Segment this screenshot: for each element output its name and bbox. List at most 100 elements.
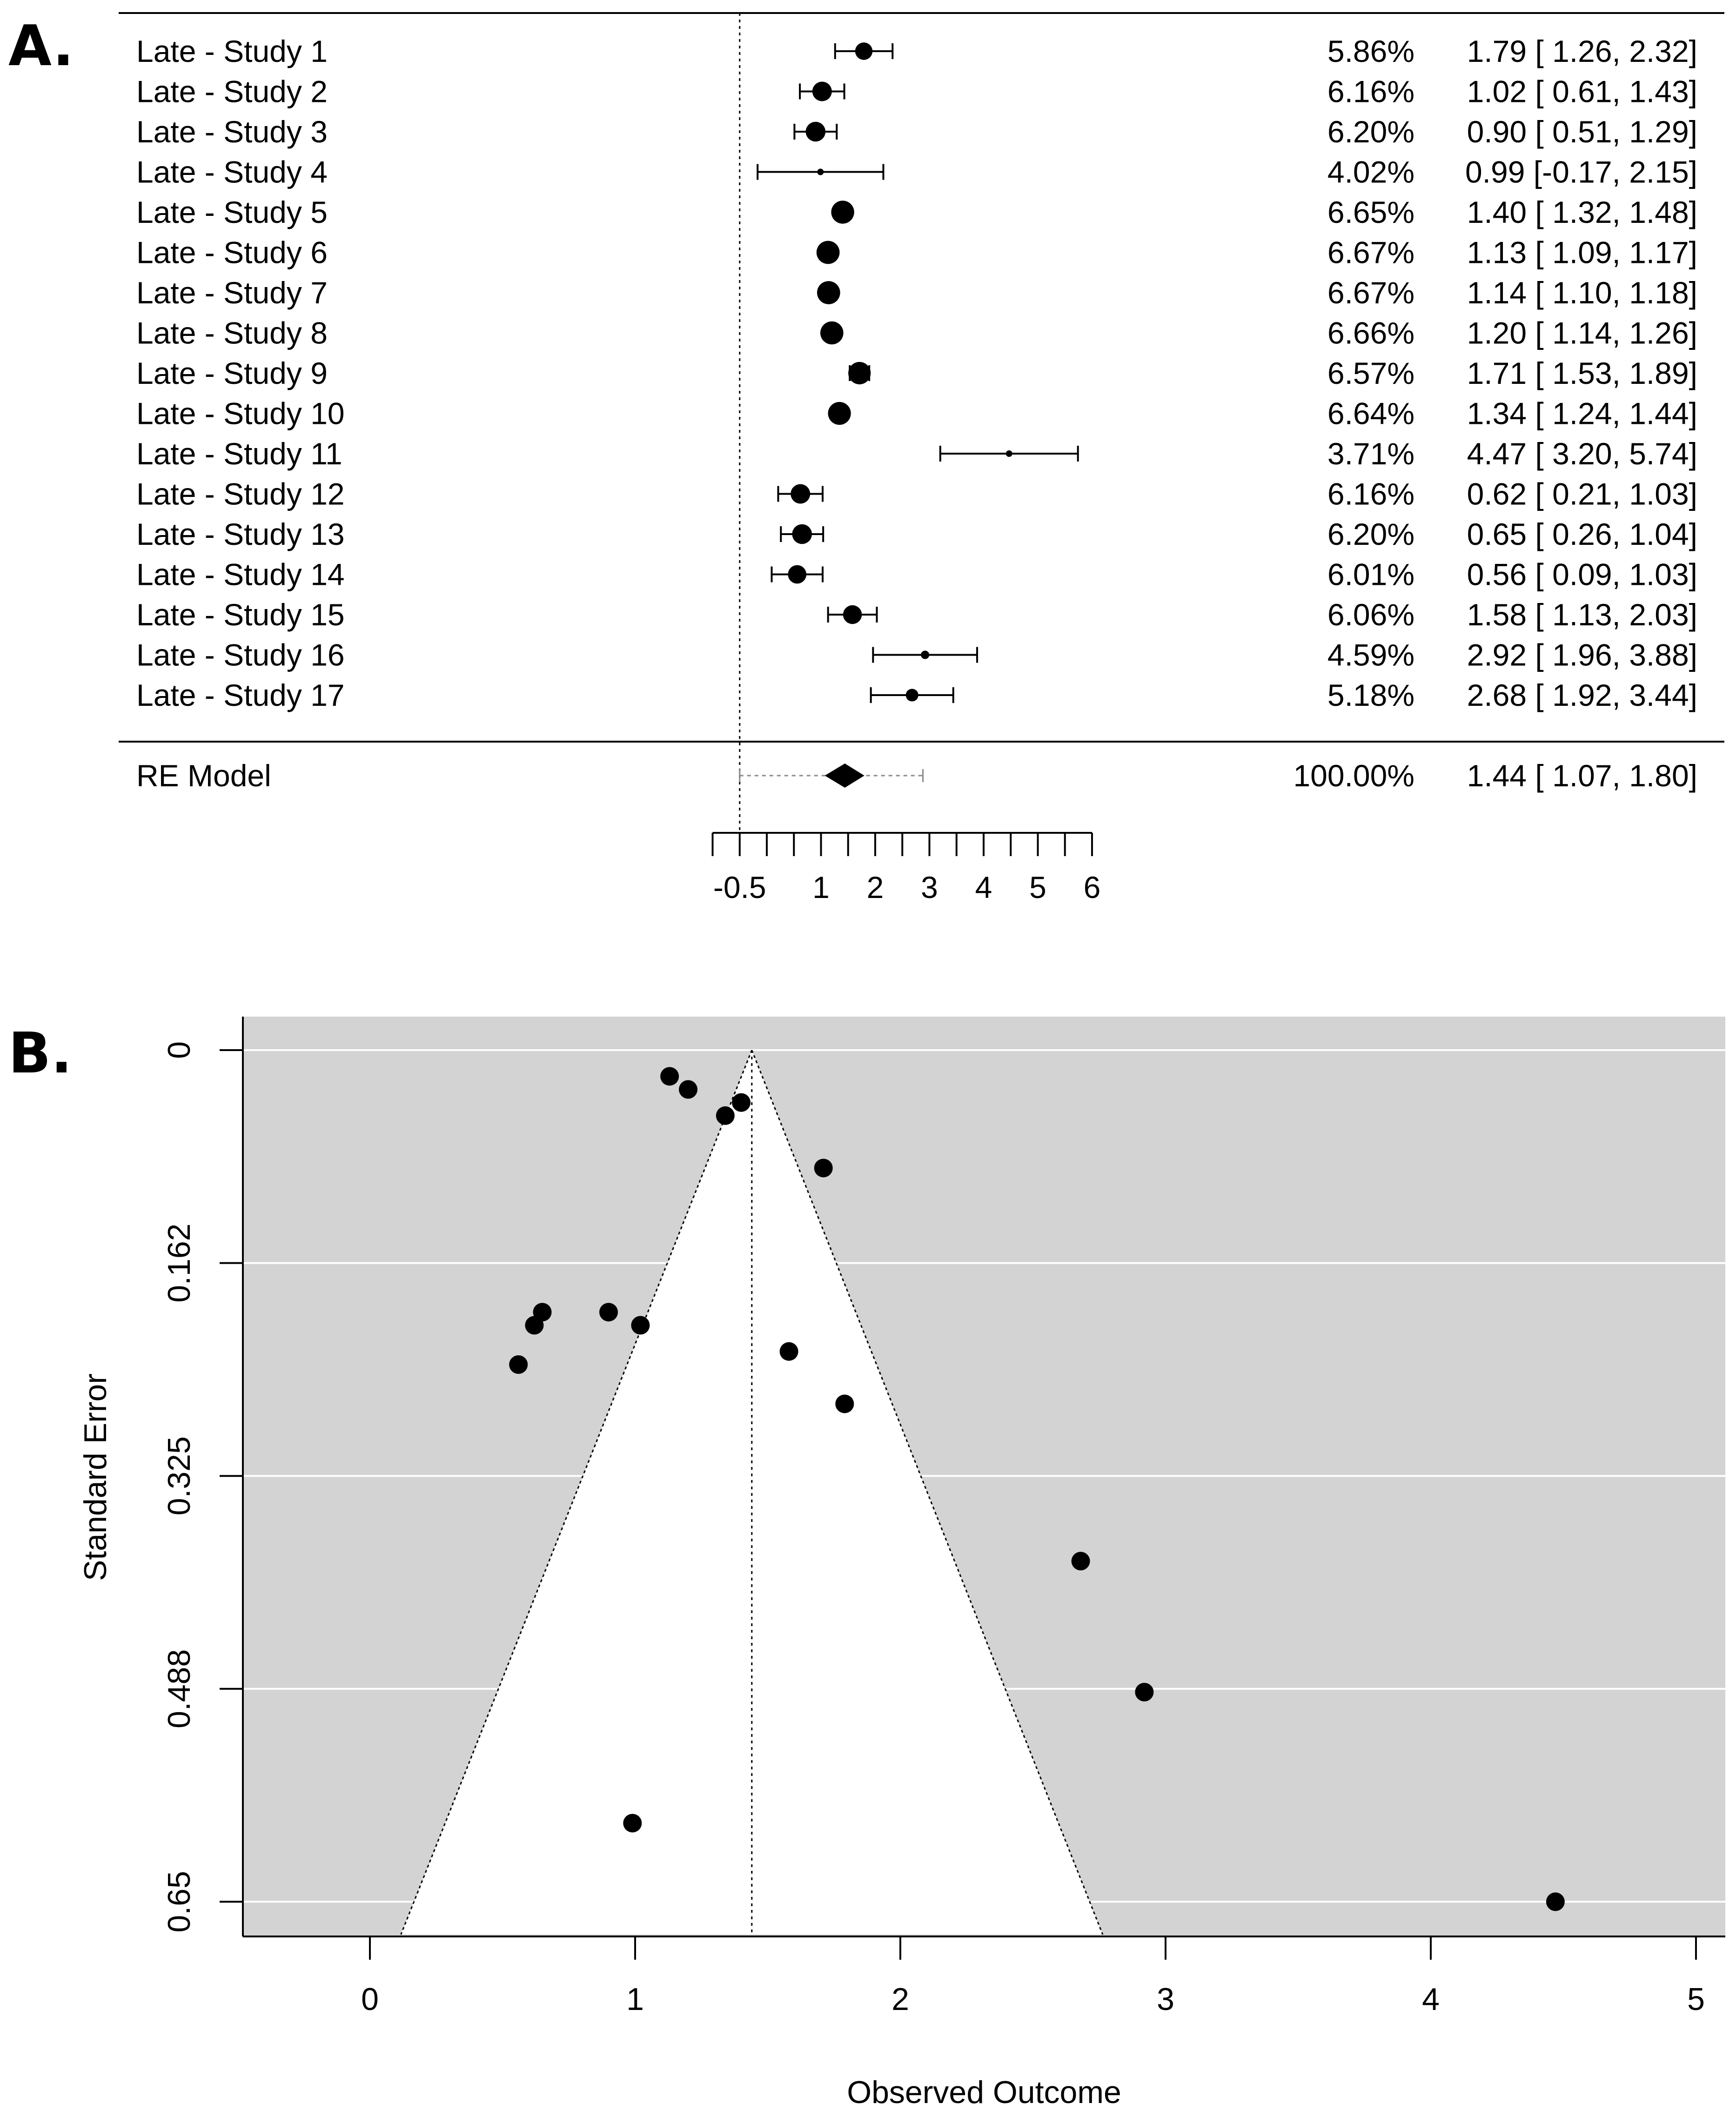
forest-estimate-ci: 0.62 [ 0.21, 1.03] bbox=[1467, 477, 1697, 511]
forest-rows: Late - Study 1 5.86% 1.79 [ 1.26, 2.32]Lat… bbox=[136, 34, 1697, 712]
forest-row: Late - Study 10 6.64% 1.34 [ 1.24, 1.44] bbox=[136, 396, 1697, 431]
funnel-point bbox=[679, 1080, 697, 1099]
forest-summary-ci: 1.44 [ 1.07, 1.80] bbox=[1467, 758, 1697, 793]
forest-study-label: Late - Study 9 bbox=[136, 356, 328, 390]
funnel-point bbox=[631, 1316, 650, 1335]
forest-summary-weight: 100.00% bbox=[1293, 758, 1414, 793]
forest-weight: 6.20% bbox=[1327, 114, 1414, 149]
forest-study-label: Late - Study 2 bbox=[136, 74, 328, 109]
forest-row: Late - Study 7 6.67% 1.14 [ 1.10, 1.18] bbox=[136, 275, 1697, 310]
funnel-point bbox=[599, 1303, 618, 1322]
funnel-x-axis-title: Observed Outcome bbox=[847, 2075, 1121, 2110]
forest-x-tick-label: -0.5 bbox=[713, 870, 766, 904]
forest-estimate-ci: 1.58 [ 1.13, 2.03] bbox=[1467, 597, 1697, 632]
forest-weight: 4.02% bbox=[1327, 155, 1414, 189]
funnel-x-tick-label: 3 bbox=[1157, 1982, 1174, 2017]
forest-point-estimate bbox=[820, 321, 844, 345]
funnel-point bbox=[1546, 1892, 1565, 1911]
funnel-points bbox=[509, 1067, 1565, 1911]
funnel-right-boundary bbox=[751, 1050, 1104, 1935]
funnel-y-tick-label: 0.65 bbox=[161, 1871, 197, 1932]
funnel-plot: B. 0 1 2 3 4 5 0 0.162 0.325 0.488 0.65 Observed O… bbox=[8, 1017, 1725, 2110]
funnel-point bbox=[1135, 1682, 1154, 1701]
forest-point-estimate bbox=[791, 484, 811, 504]
funnel-region bbox=[400, 1050, 1104, 1935]
forest-study-label: Late - Study 5 bbox=[136, 195, 328, 229]
funnel-left-boundary bbox=[400, 1050, 753, 1935]
forest-row: Late - Study 3 6.20% 0.90 [ 0.51, 1.29] bbox=[136, 114, 1697, 149]
funnel-x-tick-label: 4 bbox=[1422, 1982, 1440, 2017]
forest-study-label: Late - Study 15 bbox=[136, 597, 345, 632]
funnel-point bbox=[732, 1093, 751, 1112]
forest-weight: 6.65% bbox=[1327, 195, 1414, 229]
funnel-point bbox=[779, 1342, 798, 1361]
forest-weight: 6.67% bbox=[1327, 275, 1414, 310]
forest-study-label: Late - Study 17 bbox=[136, 678, 345, 712]
forest-point-estimate bbox=[788, 565, 807, 584]
forest-estimate-ci: 1.02 [ 0.61, 1.43] bbox=[1467, 74, 1697, 109]
forest-row: Late - Study 2 6.16% 1.02 [ 0.61, 1.43] bbox=[136, 74, 1697, 109]
forest-row: Late - Study 8 6.66% 1.20 [ 1.14, 1.26] bbox=[136, 316, 1697, 350]
forest-study-label: Late - Study 11 bbox=[136, 436, 342, 471]
funnel-x-tick-label: 2 bbox=[891, 1982, 909, 2017]
forest-estimate-ci: 0.56 [ 0.09, 1.03] bbox=[1467, 557, 1697, 592]
forest-x-tick-label: 5 bbox=[1029, 870, 1046, 904]
funnel-y-axis-title: Standard Error bbox=[78, 1373, 113, 1581]
funnel-point bbox=[509, 1355, 528, 1374]
forest-summary-diamond bbox=[824, 764, 865, 788]
forest-weight: 6.16% bbox=[1327, 477, 1414, 511]
forest-weight: 6.64% bbox=[1327, 396, 1414, 431]
forest-study-label: Late - Study 14 bbox=[136, 557, 345, 592]
forest-estimate-ci: 0.90 [ 0.51, 1.29] bbox=[1467, 114, 1697, 149]
forest-x-tick-label: 3 bbox=[921, 870, 938, 904]
funnel-point bbox=[623, 1814, 642, 1833]
funnel-point bbox=[660, 1067, 679, 1086]
forest-row: Late - Study 16 4.59% 2.92 [ 1.96, 3.88] bbox=[136, 638, 1697, 672]
panel-label-b: B. bbox=[8, 1021, 72, 1086]
forest-estimate-ci: 0.99 [-0.17, 2.15] bbox=[1465, 155, 1697, 189]
forest-study-label: Late - Study 1 bbox=[136, 34, 328, 68]
forest-row: Late - Study 14 6.01% 0.56 [ 0.09, 1.03] bbox=[136, 557, 1697, 592]
funnel-y-tick-label: 0.488 bbox=[161, 1649, 197, 1728]
forest-estimate-ci: 1.14 [ 1.10, 1.18] bbox=[1467, 275, 1697, 310]
forest-weight: 4.59% bbox=[1327, 638, 1414, 672]
forest-summary-row: RE Model 100.00% 1.44 [ 1.07, 1.80] bbox=[136, 758, 1697, 793]
forest-weight: 6.16% bbox=[1327, 74, 1414, 109]
forest-weight: 5.86% bbox=[1327, 34, 1414, 68]
forest-study-label: Late - Study 12 bbox=[136, 477, 345, 511]
funnel-y-tick-label: 0.325 bbox=[161, 1436, 197, 1515]
forest-weight: 6.06% bbox=[1327, 597, 1414, 632]
forest-study-label: Late - Study 10 bbox=[136, 396, 345, 431]
forest-point-estimate bbox=[805, 121, 826, 142]
forest-study-label: Late - Study 16 bbox=[136, 638, 345, 672]
forest-row: Late - Study 12 6.16% 0.62 [ 0.21, 1.03] bbox=[136, 477, 1697, 511]
forest-plot: A. Late - Study 1 5.86% 1.79 [ 1.26, 2.32]… bbox=[8, 12, 1724, 904]
forest-study-label: Late - Study 3 bbox=[136, 114, 328, 149]
forest-point-estimate bbox=[812, 81, 832, 101]
forest-study-label: Late - Study 7 bbox=[136, 275, 328, 310]
forest-study-label: Late - Study 4 bbox=[136, 155, 328, 189]
forest-point-estimate bbox=[816, 241, 840, 264]
forest-weight: 6.01% bbox=[1327, 557, 1414, 592]
forest-row: Late - Study 11 3.71% 4.47 [ 3.20, 5.74] bbox=[136, 436, 1697, 471]
forest-point-estimate bbox=[817, 281, 840, 304]
panel-label-a: A. bbox=[8, 14, 74, 79]
forest-x-tick-label: 6 bbox=[1084, 870, 1101, 904]
forest-point-estimate bbox=[1005, 450, 1012, 457]
funnel-x-tick-label: 1 bbox=[626, 1982, 644, 2017]
forest-row: Late - Study 6 6.67% 1.13 [ 1.09, 1.17] bbox=[136, 235, 1697, 270]
forest-estimate-ci: 4.47 [ 3.20, 5.74] bbox=[1467, 436, 1697, 471]
funnel-point bbox=[716, 1106, 735, 1125]
funnel-axes: 0 1 2 3 4 5 0 0.162 0.325 0.488 0.65 bbox=[161, 1017, 1725, 2017]
forest-point-estimate bbox=[921, 650, 930, 659]
forest-row: Late - Study 13 6.20% 0.65 [ 0.26, 1.04] bbox=[136, 517, 1697, 551]
forest-weight: 6.66% bbox=[1327, 316, 1414, 350]
funnel-x-tick-label: 5 bbox=[1687, 1982, 1705, 2017]
forest-row: Late - Study 15 6.06% 1.58 [ 1.13, 2.03] bbox=[136, 597, 1697, 632]
forest-point-estimate bbox=[792, 524, 812, 544]
forest-row: Late - Study 4 4.02% 0.99 [-0.17, 2.15] bbox=[136, 155, 1697, 189]
forest-weight: 6.67% bbox=[1327, 235, 1414, 270]
forest-study-label: Late - Study 8 bbox=[136, 316, 328, 350]
forest-estimate-ci: 1.71 [ 1.53, 1.89] bbox=[1467, 356, 1697, 390]
forest-weight: 3.71% bbox=[1327, 436, 1414, 471]
